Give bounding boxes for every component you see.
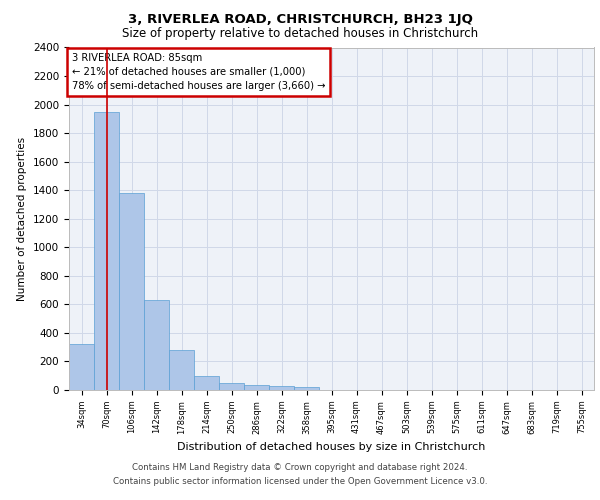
Bar: [144, 300, 169, 390]
Bar: [294, 388, 319, 390]
Text: 3, RIVERLEA ROAD, CHRISTCHURCH, BH23 1JQ: 3, RIVERLEA ROAD, CHRISTCHURCH, BH23 1JQ: [128, 12, 472, 26]
Bar: [244, 385, 269, 390]
Bar: [69, 344, 94, 390]
Bar: [119, 193, 144, 390]
Bar: [219, 384, 244, 390]
Text: Size of property relative to detached houses in Christchurch: Size of property relative to detached ho…: [122, 28, 478, 40]
Bar: [169, 350, 194, 390]
Text: Contains HM Land Registry data © Crown copyright and database right 2024.: Contains HM Land Registry data © Crown c…: [132, 462, 468, 471]
X-axis label: Distribution of detached houses by size in Christchurch: Distribution of detached houses by size …: [178, 442, 485, 452]
Text: 3 RIVERLEA ROAD: 85sqm
← 21% of detached houses are smaller (1,000)
78% of semi-: 3 RIVERLEA ROAD: 85sqm ← 21% of detached…: [71, 52, 325, 90]
Bar: [194, 376, 219, 390]
Text: Contains public sector information licensed under the Open Government Licence v3: Contains public sector information licen…: [113, 478, 487, 486]
Bar: [269, 386, 294, 390]
Bar: [94, 112, 119, 390]
Y-axis label: Number of detached properties: Number of detached properties: [17, 136, 28, 301]
